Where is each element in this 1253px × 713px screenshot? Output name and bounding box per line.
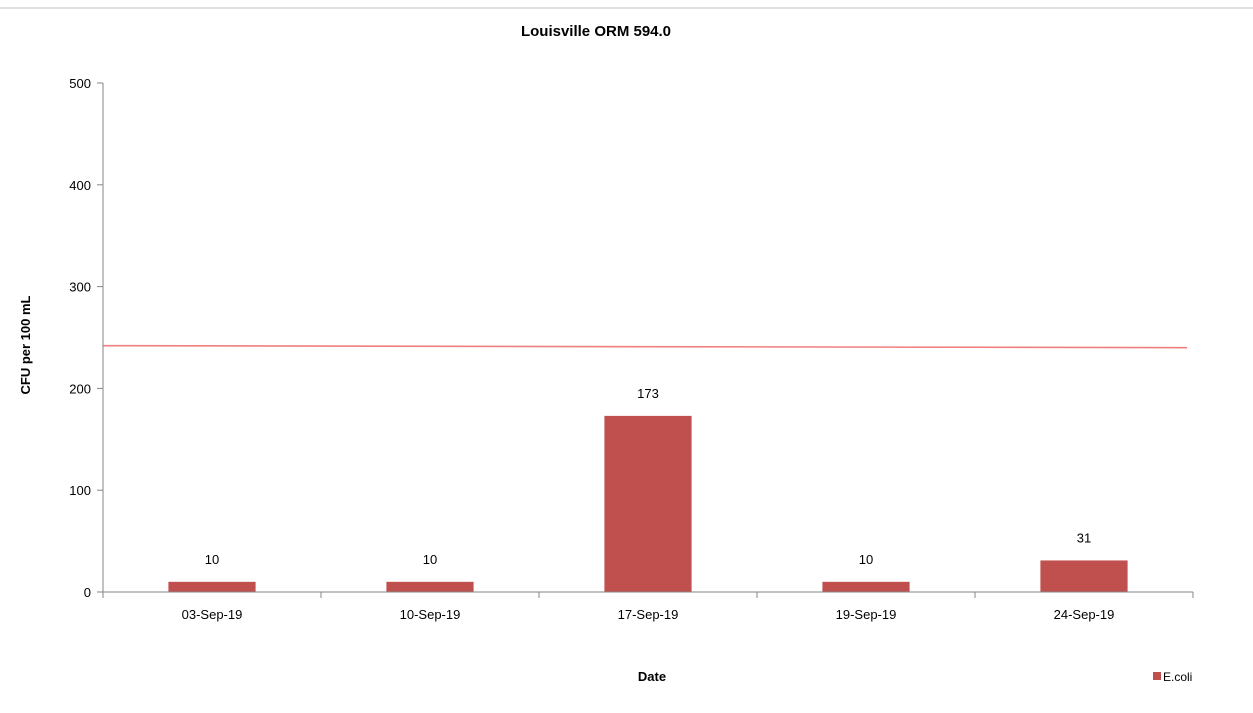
bar-03-Sep-19 xyxy=(168,581,256,592)
bar-10-Sep-19 xyxy=(386,581,474,592)
y-tick-label: 200 xyxy=(69,381,91,396)
bar-24-Sep-19 xyxy=(1040,560,1128,592)
y-axis-ticks: 0 100 200 300 400 500 xyxy=(69,76,103,600)
bar-data-label: 31 xyxy=(1077,530,1091,545)
y-tick-label: 400 xyxy=(69,178,91,193)
bar-19-Sep-19 xyxy=(822,581,910,592)
x-tick-label: 19-Sep-19 xyxy=(836,607,897,622)
chart-title: Louisville ORM 594.0 xyxy=(521,23,671,40)
reference-line-group xyxy=(102,344,1188,349)
y-tick-label: 100 xyxy=(69,483,91,498)
bar-data-label: 10 xyxy=(859,552,873,567)
y-tick-label: 300 xyxy=(69,280,91,295)
legend: E.coli xyxy=(1153,670,1192,684)
axes xyxy=(102,83,1193,593)
bar-data-label: 173 xyxy=(637,386,659,401)
bar-data-label: 10 xyxy=(423,552,437,567)
legend-label-ecoli: E.coli xyxy=(1163,670,1192,684)
legend-swatch-ecoli xyxy=(1153,672,1161,680)
y-axis-title: CFU per 100 mL xyxy=(18,295,33,394)
y-tick-label: 500 xyxy=(69,76,91,91)
y-tick-label: 0 xyxy=(84,585,91,600)
bar-series: 10 10 173 10 31 xyxy=(168,386,1128,592)
x-tick-label: 10-Sep-19 xyxy=(400,607,461,622)
bar-17-Sep-19 xyxy=(604,415,692,592)
x-tick-label: 24-Sep-19 xyxy=(1054,607,1115,622)
x-axis-ticks: 03-Sep-19 10-Sep-19 17-Sep-19 19-Sep-19 24-S… xyxy=(102,592,1194,622)
bar-data-label: 10 xyxy=(205,552,219,567)
reference-line xyxy=(102,344,1188,349)
x-axis-title: Date xyxy=(638,669,666,684)
x-tick-label: 03-Sep-19 xyxy=(182,607,243,622)
x-tick-label: 17-Sep-19 xyxy=(618,607,679,622)
